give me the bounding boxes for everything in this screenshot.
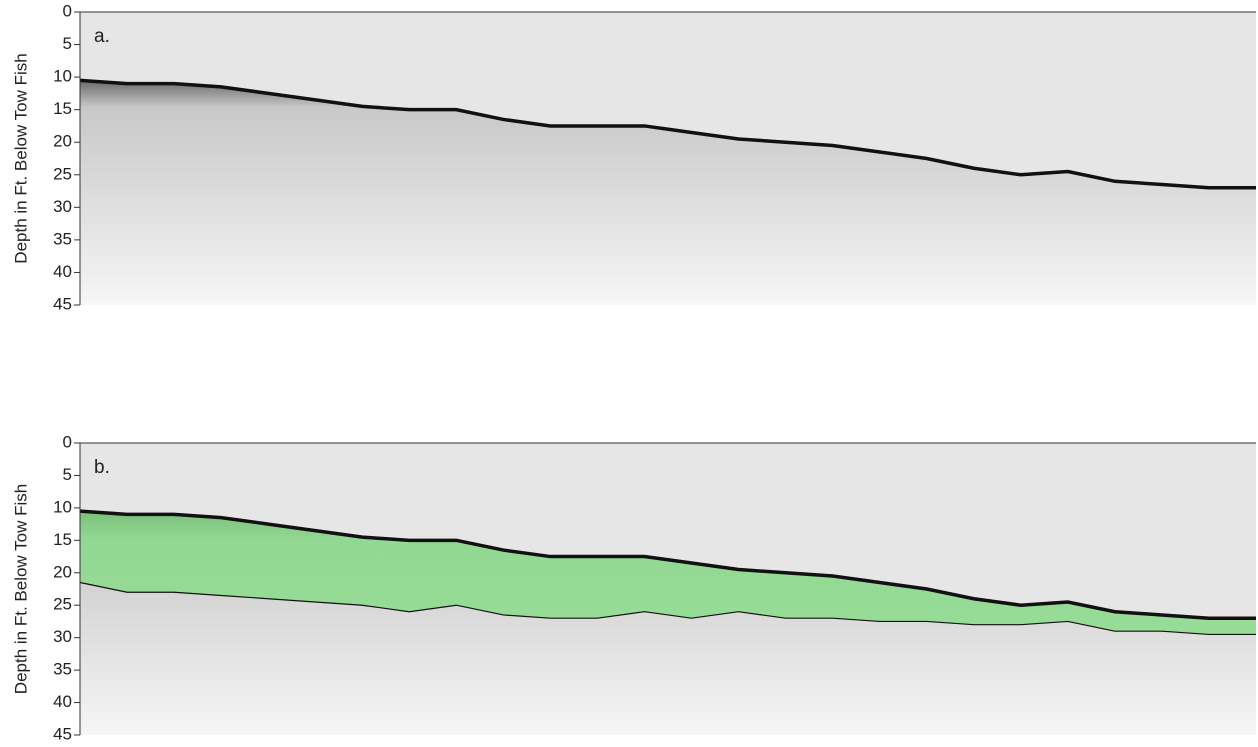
y-tick-label: 40 xyxy=(53,262,72,281)
y-tick-label: 0 xyxy=(63,1,72,20)
y-tick-label: 5 xyxy=(63,465,72,484)
y-tick-label: 30 xyxy=(53,627,72,646)
y-tick-label: 35 xyxy=(53,229,72,248)
panel-label: a. xyxy=(94,26,110,47)
figure: 0 5 10 15 20 25 30 35 40 45 Depth in Ft. Below Tow… xyxy=(0,0,1258,742)
y-axis-label: Depth in Ft. Below Tow Fish xyxy=(11,53,30,263)
y-tick-label: 45 xyxy=(53,294,72,313)
y-tick-label: 20 xyxy=(53,132,72,151)
y-tick-label: 35 xyxy=(53,660,72,679)
y-tick-label: 5 xyxy=(63,34,72,53)
y-axis-label: Depth in Ft. Below Tow Fish xyxy=(11,484,30,694)
y-tick-label: 45 xyxy=(53,724,72,742)
y-tick-label: 10 xyxy=(53,497,72,516)
y-tick-label: 15 xyxy=(53,99,72,118)
y-tick-label: 20 xyxy=(53,562,72,581)
y-tick-label: 30 xyxy=(53,197,72,216)
y-tick-label: 15 xyxy=(53,530,72,549)
y-tick-label: 10 xyxy=(53,67,72,86)
y-tick-label: 25 xyxy=(53,595,72,614)
y-tick-label: 0 xyxy=(63,432,72,451)
y-tick-label: 25 xyxy=(53,164,72,183)
y-tick-label: 40 xyxy=(53,692,72,711)
panel-label: b. xyxy=(94,457,110,478)
